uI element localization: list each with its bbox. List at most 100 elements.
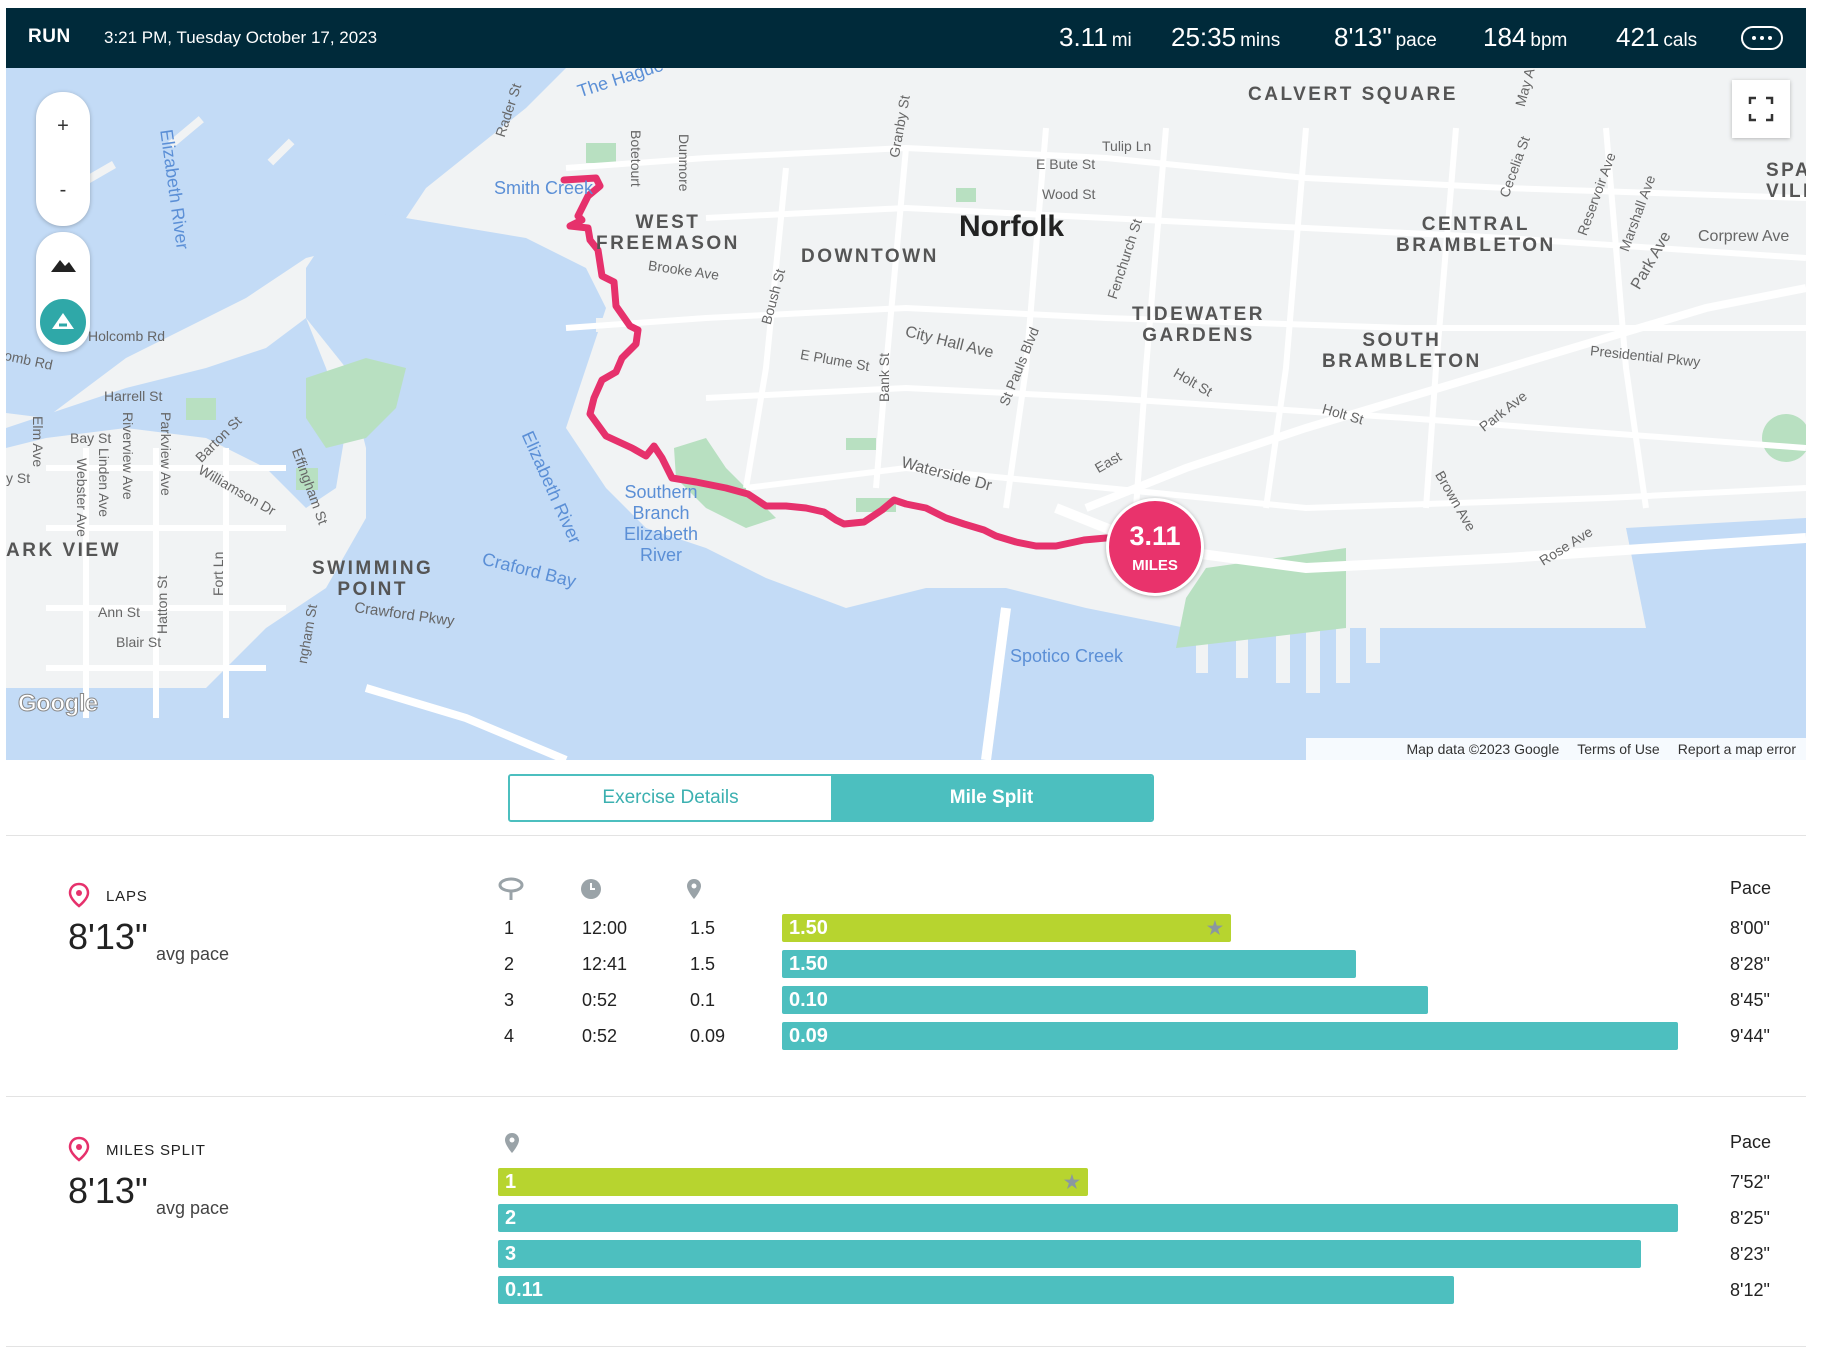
terms-of-use-link[interactable]: Terms of Use	[1577, 741, 1660, 757]
zoom-controls: + -	[36, 92, 90, 226]
distance-pin-icon	[505, 1133, 519, 1153]
stat-duration: 25:35 mins	[1171, 22, 1280, 53]
more-dot-icon	[1768, 36, 1772, 40]
laps-avg-pace: 8'13"	[68, 916, 148, 957]
clock-icon	[581, 879, 601, 899]
mile-pace: 8'25"	[1730, 1208, 1770, 1228]
map-label: SPA VILL	[1766, 160, 1806, 202]
stat-heart-rate-value: 184	[1483, 22, 1527, 52]
fullscreen-button[interactable]	[1732, 80, 1790, 138]
google-logo: Google	[18, 690, 99, 718]
lap-pace-bar: 1.50 ★	[782, 914, 1231, 942]
stat-calories-value: 421	[1616, 22, 1660, 52]
lap-bar-label: 1.50	[789, 953, 828, 975]
map-canvas	[6, 68, 1806, 760]
map-label: Fort Ln	[210, 551, 226, 596]
stat-pace-unit: pace	[1395, 30, 1437, 51]
mile-pace-bar: 2	[498, 1204, 1678, 1232]
map-label: Smith Creek	[494, 178, 594, 198]
divider	[6, 1096, 1806, 1097]
lap-bar-label: 0.09	[789, 1025, 828, 1047]
lap-bar-label: 1.50	[789, 917, 828, 939]
map-attribution: Map data ©2023 Google Terms of Use Repor…	[1306, 738, 1806, 760]
lap-pace-bar: 0.09	[782, 1022, 1678, 1050]
map-label: Norfolk	[959, 210, 1064, 243]
map-label: CENTRAL BRAMBLETON	[1396, 214, 1556, 256]
stat-distance: 3.11 mi	[1059, 22, 1132, 53]
activity-type: RUN	[28, 26, 71, 47]
lap-number: 3	[504, 990, 515, 1010]
mile-bar-label: 3	[505, 1243, 517, 1265]
map-label: Holcomb Rd	[88, 328, 166, 344]
route-map[interactable]: The Hague Elizabeth River Smith Creek WE…	[6, 68, 1806, 760]
fullscreen-icon	[1748, 96, 1774, 122]
lap-time: 0:52	[582, 1026, 618, 1046]
lap-distance: 0.09	[690, 1026, 726, 1046]
map-label: Bay St	[70, 430, 112, 446]
mile-bar-label: 1	[505, 1171, 517, 1193]
laps-avg-pace-label: avg pace	[156, 944, 230, 964]
map-label: Linden Ave	[96, 448, 112, 518]
mile-pace: 7'52"	[1730, 1172, 1770, 1192]
stat-calories: 421 cals	[1616, 22, 1697, 53]
stat-heart-rate: 184 bpm	[1483, 22, 1567, 53]
zoom-in-button[interactable]: +	[57, 115, 69, 137]
lap-time: 12:00	[582, 918, 628, 938]
map-label: WEST FREEMASON	[596, 212, 740, 254]
map-data-credit: Map data ©2023 Google	[1406, 741, 1560, 757]
mile-pace-bar: 3	[498, 1240, 1641, 1268]
terrain-button[interactable]	[36, 244, 90, 284]
miles-split-avg-pace: 8'13"	[68, 1170, 148, 1211]
map-label: Dunmore	[676, 134, 692, 192]
stat-duration-unit: mins	[1240, 30, 1281, 51]
mile-bar-label: 0.11	[505, 1279, 543, 1301]
location-pin-icon	[68, 882, 90, 908]
more-dot-icon	[1760, 36, 1764, 40]
lap-number: 4	[504, 1026, 515, 1046]
map-label: Riverview Ave	[120, 412, 136, 500]
tab-mile-split[interactable]: Mile Split	[831, 776, 1152, 820]
mountain-icon	[51, 260, 76, 272]
tab-exercise-details[interactable]: Exercise Details	[510, 776, 831, 820]
mile-pace: 8'12"	[1730, 1280, 1770, 1300]
lap-distance: 1.5	[690, 954, 716, 974]
stat-calories-unit: cals	[1663, 30, 1698, 51]
map-label: Parkview Ave	[158, 412, 174, 496]
report-map-error-link[interactable]: Report a map error	[1677, 741, 1796, 757]
distance-pin-icon	[687, 879, 701, 899]
map-label: ARK VIEW	[6, 540, 121, 561]
lap-pace: 9'44"	[1730, 1026, 1770, 1046]
lap-distance: 0.1	[690, 990, 716, 1010]
lap-pace: 8'45"	[1730, 990, 1770, 1010]
stat-pace-value: 8'13"	[1334, 22, 1392, 52]
location-pin-icon	[68, 1136, 90, 1162]
map-label: E Bute St	[1036, 156, 1096, 172]
distance-pin-unit: MILES	[1132, 557, 1178, 574]
lap-pace: 8'00"	[1730, 918, 1770, 938]
map-label: DOWNTOWN	[801, 246, 939, 267]
laps-title: LAPS	[106, 888, 148, 905]
map-label: TIDEWATER GARDENS	[1132, 304, 1265, 346]
lap-icon	[498, 877, 524, 900]
piers	[86, 116, 1380, 693]
satellite-layer-button[interactable]	[37, 296, 89, 348]
map-label: CALVERT SQUARE	[1248, 84, 1458, 105]
zoom-out-button[interactable]: -	[59, 179, 67, 201]
map-label: SWIMMING POINT	[312, 558, 434, 600]
miles-split-title: MILES SPLIT	[106, 1142, 206, 1159]
detail-tabs: Exercise Details Mile Split	[508, 774, 1154, 822]
run-route	[560, 174, 1162, 550]
mile-pace-bar: 1 ★	[498, 1168, 1088, 1196]
lap-bar-label: 0.10	[789, 989, 828, 1011]
map-label: SOUTH BRAMBLETON	[1322, 330, 1482, 372]
more-options-button[interactable]	[1741, 26, 1783, 50]
map-label: Bank St	[876, 352, 892, 402]
lap-number: 2	[504, 954, 515, 974]
mile-pace: 8'23"	[1730, 1244, 1770, 1264]
stat-pace: 8'13" pace	[1334, 22, 1437, 53]
best-star-icon: ★	[1063, 1172, 1080, 1192]
best-star-icon: ★	[1206, 918, 1223, 938]
map-label: Spotico Creek	[1010, 646, 1124, 666]
activity-header: RUN 3:21 PM, Tuesday October 17, 2023 3.…	[6, 8, 1806, 68]
stat-distance-value: 3.11	[1059, 22, 1108, 52]
